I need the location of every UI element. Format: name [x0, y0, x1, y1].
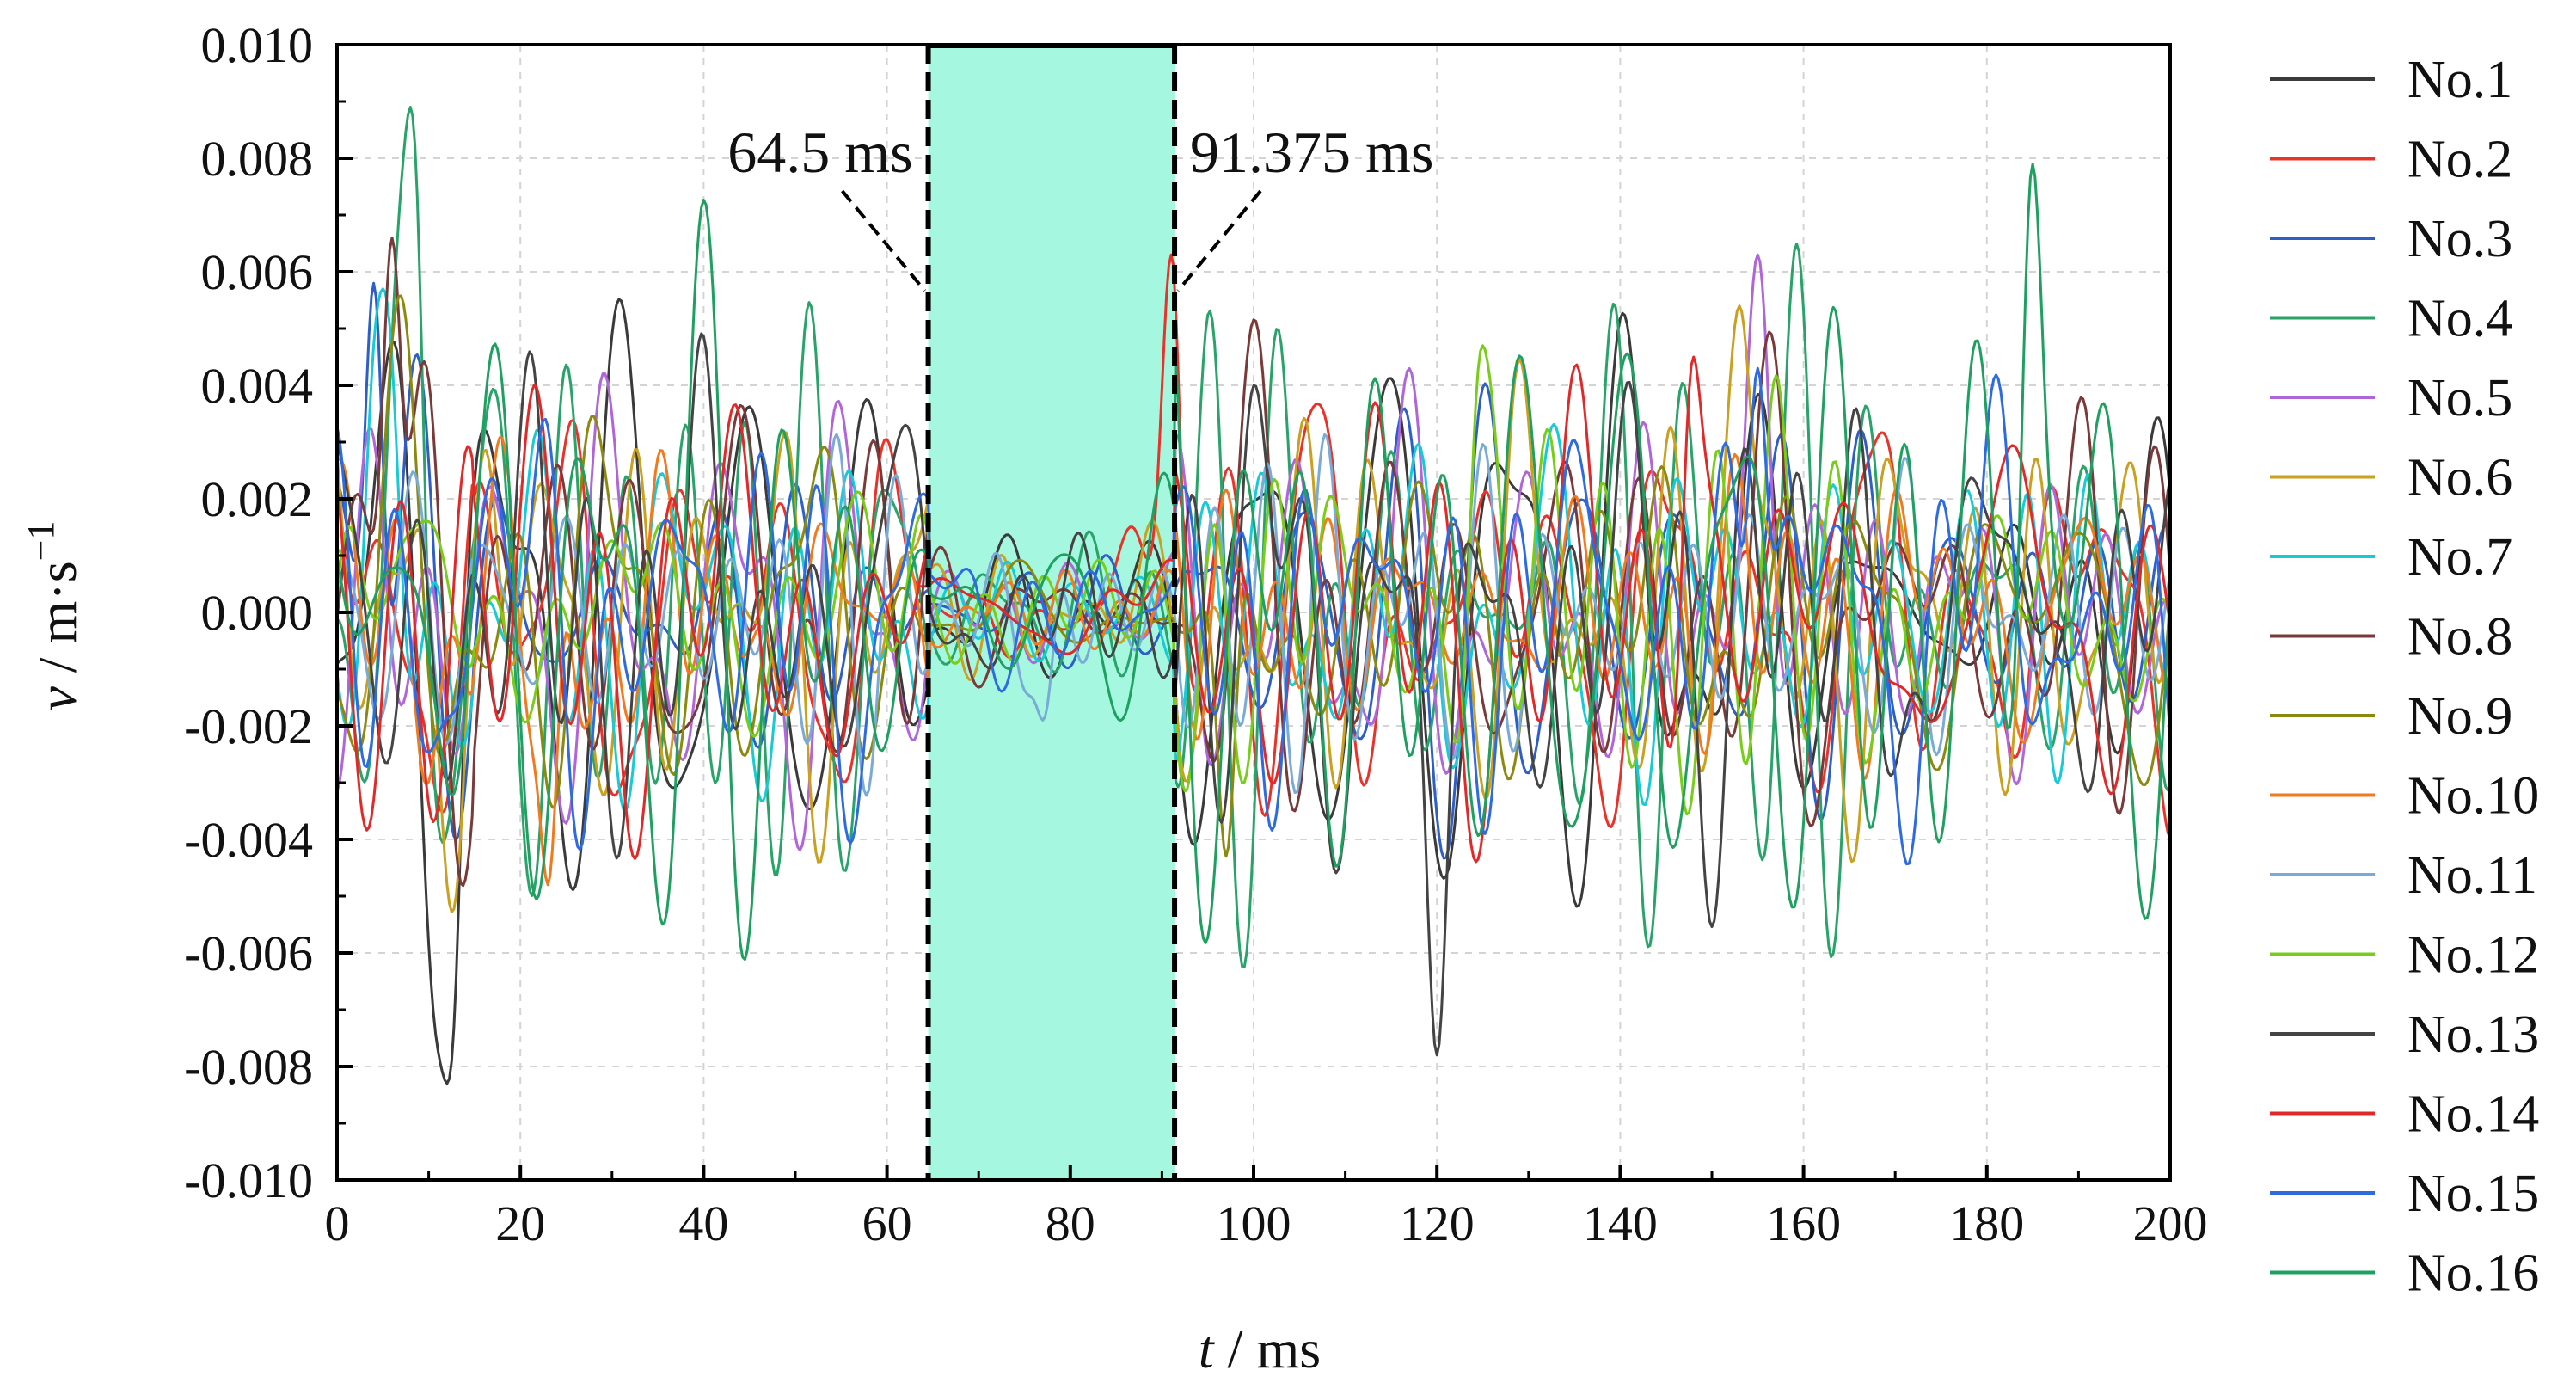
annotation-leader-left [841, 189, 927, 292]
series-line [335, 163, 2172, 962]
legend-label: No.15 [2407, 1165, 2539, 1223]
x-tick-label: 200 [2133, 1195, 2208, 1251]
x-tick-label: 160 [1766, 1195, 1841, 1251]
y-tick-label: 0.000 [201, 585, 314, 641]
y-tick-label: -0.006 [184, 925, 313, 981]
y-tick-label: -0.004 [184, 812, 313, 868]
y-axis-variable: v [27, 686, 88, 711]
y-axis-unit-exponent: −1 [20, 520, 62, 561]
annotation-end-time: 91.375 ms [1190, 120, 1433, 185]
x-tick-label: 0 [325, 1195, 350, 1251]
series-lines [335, 106, 2172, 1085]
y-tick-label: 0.002 [201, 471, 314, 527]
legend-label: No.7 [2407, 528, 2512, 587]
x-tick-label: 20 [495, 1195, 545, 1251]
x-tick-label: 60 [862, 1195, 912, 1251]
legend-label: No.11 [2407, 846, 2537, 905]
x-tick-label: 80 [1046, 1195, 1095, 1251]
x-tick-label: 100 [1217, 1195, 1291, 1251]
y-tick-label: 0.010 [201, 17, 314, 73]
annotation-start-time: 64.5 ms [727, 120, 912, 185]
annotation-leader-right [1176, 189, 1262, 292]
x-tick-label: 120 [1400, 1195, 1475, 1251]
x-axis-variable: t [1199, 1318, 1216, 1380]
legend-label: No.4 [2407, 290, 2512, 348]
legend-label: No.5 [2407, 369, 2512, 427]
legend-label: No.9 [2407, 687, 2512, 746]
y-tick-label: -0.002 [184, 698, 313, 754]
y-axis-ticks: 0.010 0.008 0.006 0.004 0.002 0.000 -0.002 -0.0… [184, 17, 353, 1208]
x-tick-label: 40 [678, 1195, 728, 1251]
legend-label: No.10 [2407, 767, 2539, 826]
legend-label: No.8 [2407, 608, 2512, 667]
x-axis-ticks: 0 20 40 60 80 100 120 140 160 180 200 [325, 1165, 2208, 1251]
series-line [335, 236, 2172, 888]
y-axis-title: v / m·s−1 [20, 520, 88, 710]
legend: No.1 No.2 No.3 No.4 No.5 No.6 No.7 No.8 No.9 No.1… [2270, 51, 2539, 1303]
series-line [335, 344, 2172, 816]
legend-label: No.14 [2407, 1085, 2539, 1144]
y-tick-label: -0.008 [184, 1039, 313, 1095]
y-axis-unit: / m·s [27, 561, 88, 686]
legend-label: No.3 [2407, 210, 2512, 268]
y-tick-label: 0.008 [201, 131, 314, 187]
x-tick-label: 180 [1949, 1195, 2024, 1251]
series-line [335, 366, 2172, 866]
series-line [336, 433, 2172, 797]
x-axis-title: t / ms [1199, 1318, 1321, 1380]
legend-label: No.13 [2407, 1005, 2539, 1064]
legend-label: No.12 [2407, 926, 2539, 985]
y-tick-label: 0.006 [201, 244, 314, 300]
legend-label: No.2 [2407, 131, 2512, 189]
x-tick-label: 140 [1583, 1195, 1658, 1251]
legend-label: No.6 [2407, 449, 2512, 507]
legend-label: No.16 [2407, 1245, 2539, 1303]
x-axis-unit: / ms [1214, 1318, 1321, 1380]
series-line [335, 332, 2172, 1057]
y-tick-label: -0.010 [184, 1152, 313, 1208]
legend-label: No.1 [2407, 51, 2512, 109]
y-tick-label: 0.004 [201, 358, 314, 414]
